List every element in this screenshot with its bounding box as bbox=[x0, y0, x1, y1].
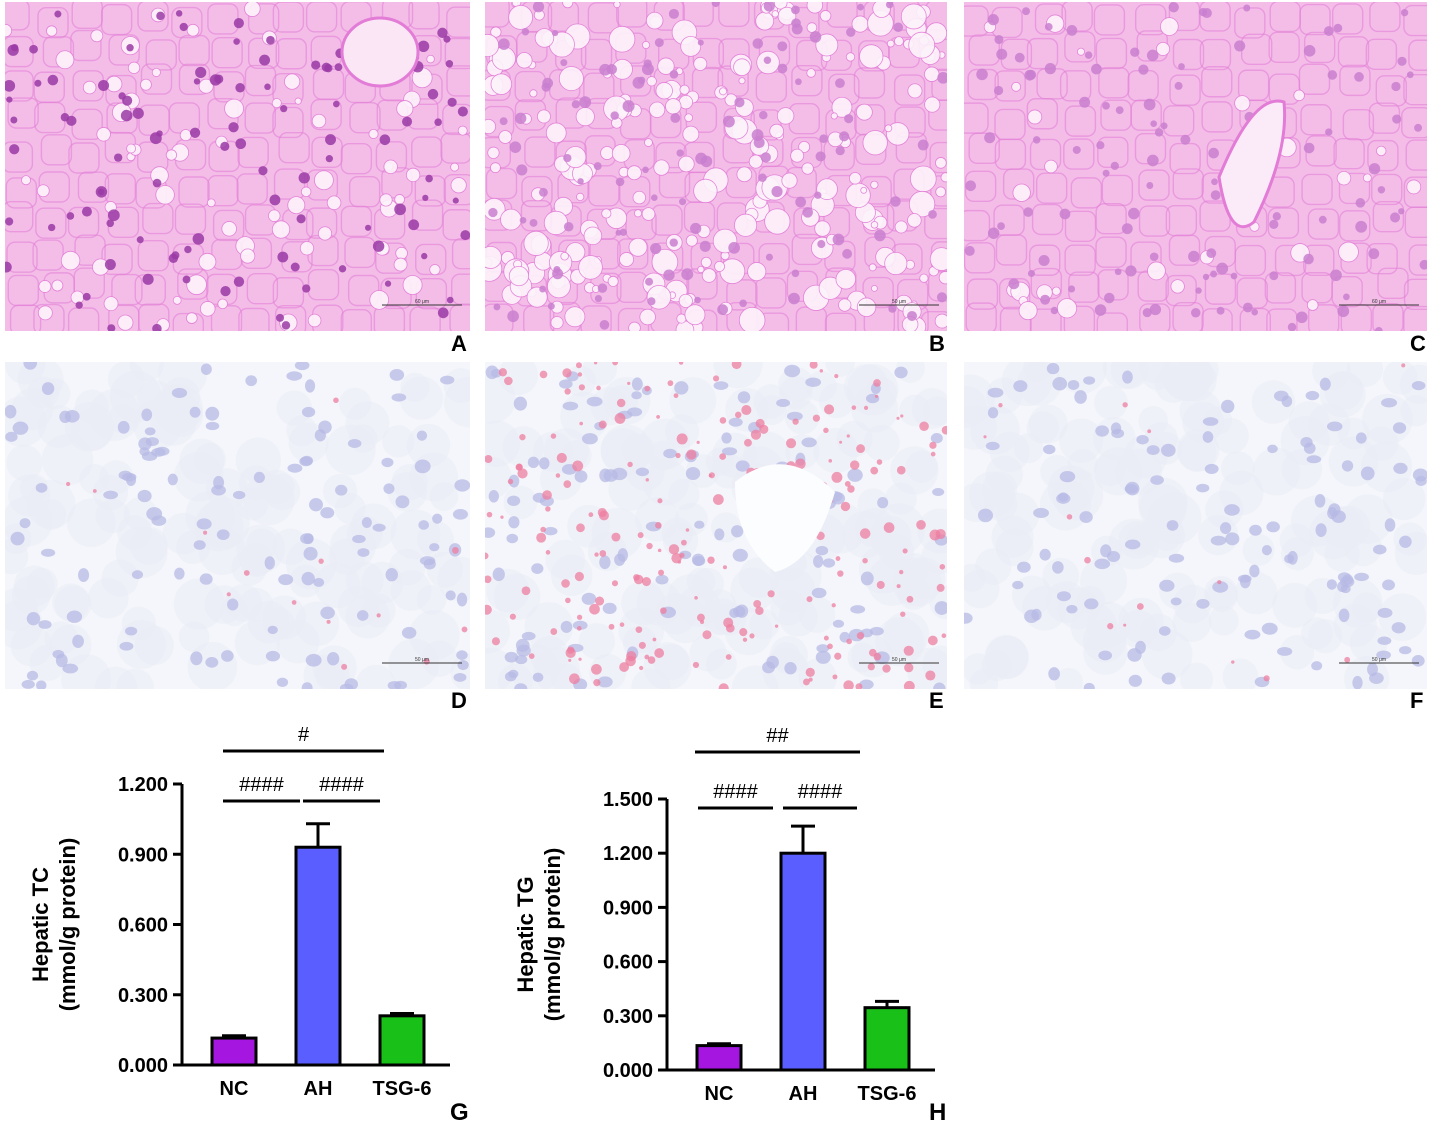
bar-tsg-6 bbox=[863, 1006, 911, 1072]
y-axis-label-line2: (mmol/g protein) bbox=[55, 838, 80, 1012]
micrograph-he-tsg6: 60 μm bbox=[964, 2, 1427, 331]
x-tick-label: AH bbox=[304, 1078, 333, 1100]
micrograph-he-ah: 50 μm bbox=[485, 2, 947, 331]
x-tick-label: NC bbox=[220, 1078, 249, 1100]
y-tick-label: 0.900 bbox=[603, 897, 653, 919]
y-tick-label: 0.900 bbox=[118, 844, 168, 866]
bar-ah bbox=[294, 845, 342, 1067]
significance-label: #### bbox=[713, 781, 758, 803]
chart-hepatic-tg: 0.000 0.300 0.600 0.900 1.200 1.500 Hepatic TG… bbox=[515, 725, 946, 1122]
significance-label: #### bbox=[239, 774, 284, 796]
y-tick-label: 0.300 bbox=[118, 985, 168, 1007]
scale-bar-label: 50 μm bbox=[892, 657, 906, 663]
scale-bar-label: 60 μm bbox=[415, 299, 429, 305]
scale-bar: 50 μm bbox=[859, 657, 939, 664]
micrograph-he-nc: 60 μm bbox=[5, 2, 470, 331]
panel-label-a: A bbox=[451, 331, 467, 356]
scale-bar-label: 50 μm bbox=[1372, 657, 1386, 663]
scale-bar: 60 μm bbox=[1339, 299, 1419, 306]
bar-ah bbox=[779, 851, 827, 1072]
panel-label-c: C bbox=[1410, 331, 1426, 356]
scale-bar-label: 50 μm bbox=[892, 299, 906, 305]
panel-label-f: F bbox=[1410, 688, 1424, 713]
micrograph-oilred-ah: 50 μm bbox=[485, 362, 947, 689]
panel-label-g: G bbox=[450, 1099, 469, 1122]
y-tick-label: 0.000 bbox=[603, 1060, 653, 1082]
y-tick-label: 1.200 bbox=[118, 774, 168, 796]
bar-nc bbox=[210, 1036, 258, 1067]
scale-bar: 60 μm bbox=[382, 299, 462, 306]
scale-bar: 50 μm bbox=[1339, 657, 1419, 664]
panel-label-d: D bbox=[451, 688, 467, 713]
scale-bar: 50 μm bbox=[382, 657, 462, 664]
bar-nc bbox=[695, 1044, 743, 1072]
x-tick-label: NC bbox=[705, 1083, 734, 1105]
significance-label: # bbox=[298, 724, 310, 746]
y-tick-label: 0.300 bbox=[603, 1006, 653, 1028]
scale-bar: 50 μm bbox=[859, 299, 939, 306]
x-tick-label: TSG-6 bbox=[858, 1083, 917, 1105]
scale-bar-label: 50 μm bbox=[415, 657, 429, 663]
y-axis-label-line1: Hepatic TG bbox=[515, 876, 538, 992]
y-tick-label: 1.200 bbox=[603, 843, 653, 865]
y-tick-label: 0.600 bbox=[603, 952, 653, 974]
panel-label-e: E bbox=[929, 688, 944, 713]
significance-label: #### bbox=[798, 781, 843, 803]
scale-bar-label: 60 μm bbox=[1372, 299, 1386, 305]
significance-label: #### bbox=[319, 774, 364, 796]
micrograph-oilred-nc: 50 μm bbox=[5, 362, 470, 689]
chart-hepatic-tc: 0.000 0.300 0.600 0.900 1.200 Hepatic TC (mmol… bbox=[30, 724, 469, 1122]
y-axis-label-line2: (mmol/g protein) bbox=[540, 848, 565, 1022]
y-tick-label: 0.600 bbox=[118, 915, 168, 937]
bar-tsg-6 bbox=[378, 1014, 426, 1067]
y-tick-label: 0.000 bbox=[118, 1055, 168, 1077]
x-tick-label: TSG-6 bbox=[373, 1078, 432, 1100]
y-tick-label: 1.500 bbox=[603, 789, 653, 811]
y-axis-label: Hepatic TG (mmol/g protein) bbox=[515, 848, 565, 1022]
x-tick-label: AH bbox=[789, 1083, 818, 1105]
panel-label-b: B bbox=[929, 331, 945, 356]
y-axis-label-line1: Hepatic TC bbox=[30, 867, 53, 982]
significance-label: ## bbox=[766, 725, 789, 747]
panel-label-h: H bbox=[929, 1099, 946, 1122]
y-axis-label: Hepatic TC (mmol/g protein) bbox=[30, 838, 80, 1012]
micrograph-oilred-tsg6: 50 μm bbox=[964, 362, 1427, 689]
